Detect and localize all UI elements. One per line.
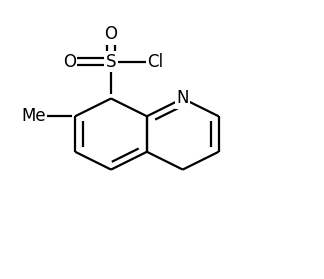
Text: N: N [177, 90, 189, 107]
Text: O: O [63, 52, 76, 71]
Text: Me: Me [21, 107, 46, 125]
Text: S: S [106, 52, 116, 71]
Text: Cl: Cl [147, 52, 164, 71]
Text: O: O [105, 25, 118, 43]
